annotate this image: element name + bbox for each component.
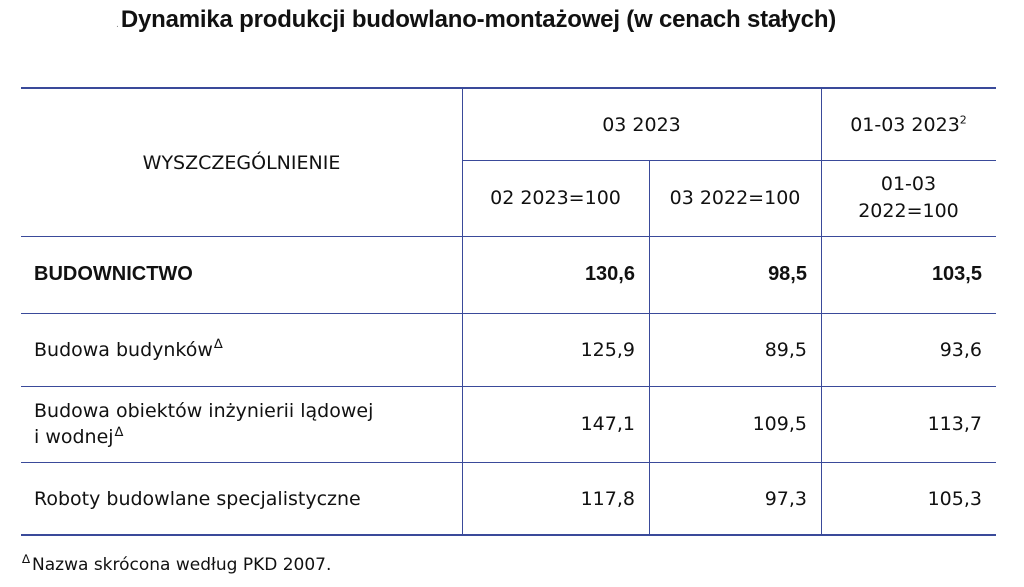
row-divider xyxy=(21,462,996,463)
table-cell: 89,5 xyxy=(649,313,821,386)
cell-value: 117,8 xyxy=(580,488,635,510)
cell-value: 105,3 xyxy=(927,488,982,510)
table-cell: 98,5 xyxy=(649,236,821,313)
row-label-text: Budowa budynków xyxy=(34,338,213,361)
production-dynamics-table: WYSZCZEGÓLNIENIE 03 2023 01-03 20232 02 … xyxy=(21,87,996,536)
table-cell: 93,6 xyxy=(821,313,996,386)
cell-value: 103,5 xyxy=(931,263,982,285)
abbreviation-mark: ∆ xyxy=(213,337,223,353)
table-title: Dynamika produkcji budowlano-montażowej … xyxy=(120,6,837,33)
header-group-cumulative: 01-03 20232 xyxy=(821,89,996,160)
header-col-prev-year-text: 03 2022=100 xyxy=(669,187,801,209)
footnote-text: Nazwa skrócona według PKD 2007. xyxy=(32,555,332,575)
header-group-month: 03 2023 xyxy=(462,89,821,160)
table-row-label: Roboty budowlane specjalistyczne xyxy=(21,462,462,536)
abbreviation-mark: ∆ xyxy=(114,424,124,440)
cell-value: 113,7 xyxy=(927,413,982,435)
table-row-label: Budowa obiektów inżynierii lądowej i wodn… xyxy=(21,386,462,462)
row-divider xyxy=(21,313,996,314)
table-row-label: BUDOWNICTWO xyxy=(21,236,462,313)
table-cell: 97,3 xyxy=(649,462,821,536)
cell-value: 97,3 xyxy=(764,488,807,510)
header-group-divider xyxy=(462,160,996,161)
table-cell: 103,5 xyxy=(821,236,996,313)
table-cell: 113,7 xyxy=(821,386,996,462)
header-col-cumulative-line1: 01-03 xyxy=(880,173,937,195)
header-group-month-text: 03 2023 xyxy=(602,113,681,136)
footnote: ∆ Nazwa skrócona według PKD 2007. xyxy=(22,552,332,575)
header-col-cumulative-line2: 2022=100 xyxy=(858,200,959,222)
column-divider xyxy=(462,89,463,534)
column-divider xyxy=(649,160,650,534)
row-label-text-line2: i wodnej xyxy=(34,426,114,448)
row-label-text: Roboty budowlane specjalistyczne xyxy=(34,488,361,510)
table-cell: 125,9 xyxy=(462,313,649,386)
cell-value: 93,6 xyxy=(939,338,982,361)
cell-value: 109,5 xyxy=(752,413,807,435)
header-col-prev-year: 03 2022=100 xyxy=(649,160,821,236)
table-row-label: Budowa budynków∆ xyxy=(21,313,462,386)
row-divider xyxy=(21,386,996,387)
footnote-mark: ∆ xyxy=(22,552,31,567)
cell-value: 147,1 xyxy=(580,413,635,435)
cell-value: 130,6 xyxy=(584,263,635,285)
table-cell: 109,5 xyxy=(649,386,821,462)
header-stub-text: WYSZCZEGÓLNIENIE xyxy=(142,151,341,174)
header-stub: WYSZCZEGÓLNIENIE xyxy=(21,89,462,236)
row-label-text: BUDOWNICTWO xyxy=(34,263,193,285)
header-col-prev-month-text: 02 2023=100 xyxy=(490,187,621,209)
footnote-reference: 2 xyxy=(959,113,967,127)
header-col-prev-month: 02 2023=100 xyxy=(462,160,649,236)
cell-value: 125,9 xyxy=(580,338,635,361)
title-marker: . xyxy=(116,20,119,30)
cell-value: 98,5 xyxy=(768,263,807,285)
header-bottom-divider xyxy=(21,236,996,237)
header-group-cumulative-text: 01-03 2023 xyxy=(850,113,960,136)
cell-value: 89,5 xyxy=(764,338,807,361)
table-cell: 147,1 xyxy=(462,386,649,462)
header-col-cumulative: 01-03 2022=100 xyxy=(821,160,996,236)
table-cell: 105,3 xyxy=(821,462,996,536)
table-cell: 117,8 xyxy=(462,462,649,536)
row-label-text: Budowa obiektów inżynierii lądowej xyxy=(34,400,374,422)
table-title-block: .Dynamika produkcji budowlano-montażowej… xyxy=(116,6,836,34)
column-divider xyxy=(821,89,822,534)
table-cell: 130,6 xyxy=(462,236,649,313)
